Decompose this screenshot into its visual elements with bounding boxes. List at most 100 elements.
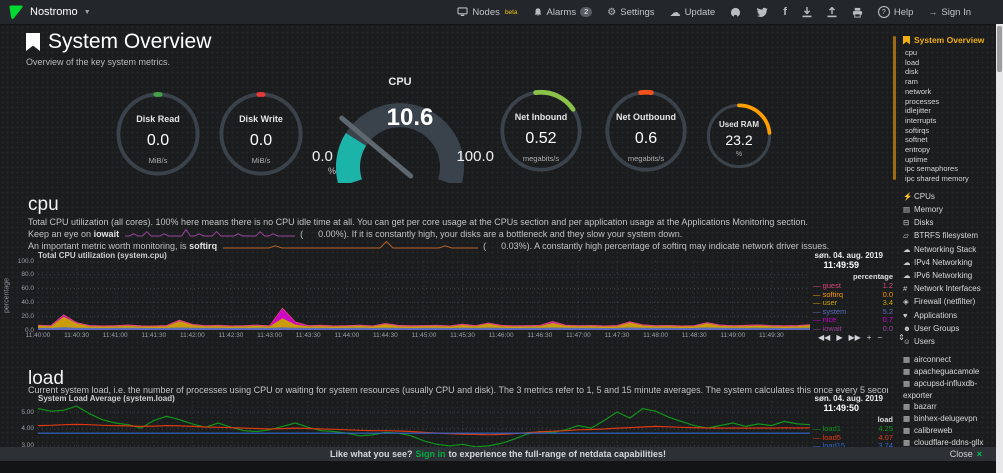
sidebar-item-apacheguacamole[interactable]: ▦ apacheguacamole (903, 367, 980, 377)
gauge-disk-write[interactable]: Disk Write 0.0 MiB/s (217, 90, 305, 178)
resize-icon[interactable]: ⇕ (898, 333, 905, 342)
sidebar-item-system-overview[interactable]: System Overview (903, 35, 996, 45)
zoom-in-icon[interactable]: + (866, 333, 872, 342)
page-scrollbar[interactable] (996, 24, 1003, 473)
sidebar-item-ipv6-networking[interactable]: ☁ IPv6 Networking (903, 269, 996, 282)
gauge-label: CPU (388, 76, 412, 88)
facebook-button[interactable]: f (783, 6, 787, 18)
user-icon: ☺ (903, 337, 911, 347)
sidebar-item-user-groups[interactable]: ☻ User Groups (903, 322, 996, 335)
sidebar-item-ipc-semaphores[interactable]: ipc semaphores (905, 164, 958, 174)
sidebar-item-cpus[interactable]: ⚡ CPUs (903, 190, 996, 203)
sidebar-item-users[interactable]: ☺ Users (903, 335, 996, 348)
nodes-button[interactable]: Nodes beta (457, 7, 518, 18)
sidebar-item-ram[interactable]: ram (905, 77, 918, 87)
sidebar-item-softirqs[interactable]: softirqs (905, 125, 930, 135)
y-axis-tick: 5.00 (21, 408, 34, 416)
sidebar-item-ipc-shared-memory[interactable]: ipc shared memory (905, 174, 969, 184)
sidebar-item-processes[interactable]: processes (905, 96, 940, 106)
sidebar-item-disk[interactable]: disk (905, 67, 919, 77)
brand[interactable]: Nostromo ▼ (8, 4, 91, 20)
sidebar-item-ipv4-networking[interactable]: ☁ IPv4 Networking (903, 256, 996, 269)
gauge-value: 0.0 (249, 132, 273, 149)
legend-load15[interactable]: — load15 3.74 (813, 441, 893, 447)
alarms-button[interactable]: Alarms 2 (533, 7, 593, 18)
legend-load5[interactable]: — load5 4.07 (813, 432, 893, 442)
pan-backward-icon[interactable]: ◀◀ (818, 333, 831, 342)
sidebar-item-applications[interactable]: ♥ Applications (903, 309, 996, 322)
sidebar-scrollbar[interactable] (893, 36, 896, 180)
gauge-unit: % (735, 151, 743, 158)
scrollbar-thumb[interactable] (997, 26, 1002, 72)
y-axis-tick: 60.0 (21, 285, 34, 293)
gauge-net-outbound[interactable]: Net Outbound 0.6 megabits/s (603, 88, 689, 174)
sidebar-sections: ⚡ CPUs ▤ Memory ⊟ Disks ▱ BTRFS filesystem ☁ Netw… (903, 190, 996, 348)
gauge-cpu[interactable]: CPU 10.6 0.0 100.0 % (308, 76, 494, 186)
gauge-used-ram[interactable]: Used RAM 23.2 % (705, 102, 773, 170)
sidebar-item-softnet[interactable]: softnet (905, 135, 928, 145)
legend-iowait[interactable]: — iowait 0.0 (813, 323, 893, 333)
sidebar-item-calibreweb[interactable]: ▦ calibreweb (903, 426, 953, 436)
sidebar-item-bazarr[interactable]: ▦ bazarr (903, 402, 937, 412)
load-plot-area[interactable] (38, 401, 810, 447)
sidebar-item-firewall-netfilter-[interactable]: ◈ Firewall (netfilter) (903, 295, 996, 308)
navbar-menu: Nodes beta Alarms 2 ⚙ Settings ☁ Update (457, 6, 971, 19)
update-button[interactable]: ☁ Update (669, 6, 716, 19)
x-axis-tick: 11:47:30 (604, 332, 630, 339)
x-axis-tick: 11:46:00 (488, 332, 514, 339)
play-icon[interactable]: ▶ (836, 333, 843, 342)
gauge-disk-read[interactable]: Disk Read 0.0 MiB/s (114, 90, 202, 178)
sidebar-item-network[interactable]: network (905, 86, 932, 96)
legend-unit-header: percentage (852, 272, 893, 281)
legend-user[interactable]: — user 3.4 (813, 298, 893, 308)
zoom-out-icon[interactable]: − (877, 333, 883, 342)
legend-guest[interactable]: — guest 1.2 (813, 281, 893, 290)
settings-button[interactable]: ⚙ Settings (607, 6, 655, 18)
sidebar-item-idlejitter[interactable]: idlejitter (905, 106, 931, 116)
legend-load1[interactable]: — load1 4.25 (813, 424, 893, 433)
sidebar-item-load[interactable]: load (905, 57, 920, 67)
signin-button[interactable]: → Sign In (928, 6, 971, 18)
sidebar-item-uptime[interactable]: uptime (905, 154, 928, 164)
sidebar-item-network-interfaces[interactable]: # Network Interfaces (903, 282, 996, 295)
import-snapshot-button[interactable] (802, 6, 812, 18)
legend-nice[interactable]: — nice 0.7 (813, 315, 893, 325)
y-axis: 100.0 80.0 60.0 40.0 20.0 0.0 (10, 257, 36, 334)
x-axis-tick: 11:48:00 (643, 332, 668, 339)
cpu-chart-legend: percentage — guest 1.2— softirq 0.0— user 3… (813, 272, 893, 334)
y-axis-tick: 100.0 (17, 257, 34, 265)
sidebar-item-entropy[interactable]: entropy (905, 145, 931, 155)
close-banner-button[interactable]: Close × (949, 449, 982, 459)
export-snapshot-button[interactable] (827, 6, 837, 18)
cpu-plot-area[interactable] (38, 261, 810, 330)
load-description: Current system load, i.e. the number of … (28, 385, 888, 395)
sidebar-item-disks[interactable]: ⊟ Disks (903, 216, 996, 229)
scrollbar-corner (996, 461, 1003, 473)
twitter-button[interactable] (756, 7, 768, 17)
sidebar-item-memory[interactable]: ▤ Memory (903, 203, 996, 216)
legend-system[interactable]: — system 5.2 (813, 306, 893, 316)
sidebar-item-networking-stack[interactable]: ☁ Networking Stack (903, 243, 996, 256)
gauge-max: 100.0 (456, 148, 494, 165)
help-button[interactable]: ? Help (877, 6, 913, 18)
sidebar-item-apcupsd-influxdb-exporter[interactable]: ▦ apcupsd-influxdb-exporter (903, 378, 978, 400)
gauge-net-inbound[interactable]: Net Inbound 0.52 megabits/s (498, 88, 584, 174)
sidebar-item-cpu[interactable]: cpu (905, 48, 918, 57)
github-button[interactable] (730, 7, 741, 18)
print-button[interactable] (852, 7, 863, 18)
sidebar-item-btrfs-filesystem[interactable]: ▱ BTRFS filesystem (903, 229, 996, 242)
cpu-chart[interactable]: Total CPU utilization (system.cpu) søn. … (0, 250, 905, 346)
sidebar-item-binhex-delugevpn[interactable]: ▦ binhex-delugevpn (903, 414, 978, 424)
pan-forward-icon[interactable]: ▶▶ (848, 333, 861, 342)
signin-link[interactable]: Sign in (415, 449, 446, 459)
y-axis-tick: 4.00 (21, 425, 34, 433)
sidebar-item-cloudflare-ddns-gllx[interactable]: ▦ cloudflare-ddns-gllx (903, 437, 984, 447)
y-axis: 5.00 4.00 3.00 (10, 401, 36, 447)
sidebar-item-interrupts[interactable]: interrupts (905, 115, 937, 125)
x-axis: 11:40:00 11:40:30 11:41:00 11:41:30 11:42:00… (26, 332, 810, 341)
cloud-icon: ☁ (903, 271, 911, 281)
legend-softirq[interactable]: — softirq 0.0 (813, 289, 893, 299)
signin-banner: Like what you see? Sign in to experience… (0, 447, 996, 461)
load-chart[interactable]: System Load Average (system.load) søn. 0… (0, 393, 895, 447)
sidebar-item-airconnect[interactable]: ▦ airconnect (903, 355, 951, 365)
